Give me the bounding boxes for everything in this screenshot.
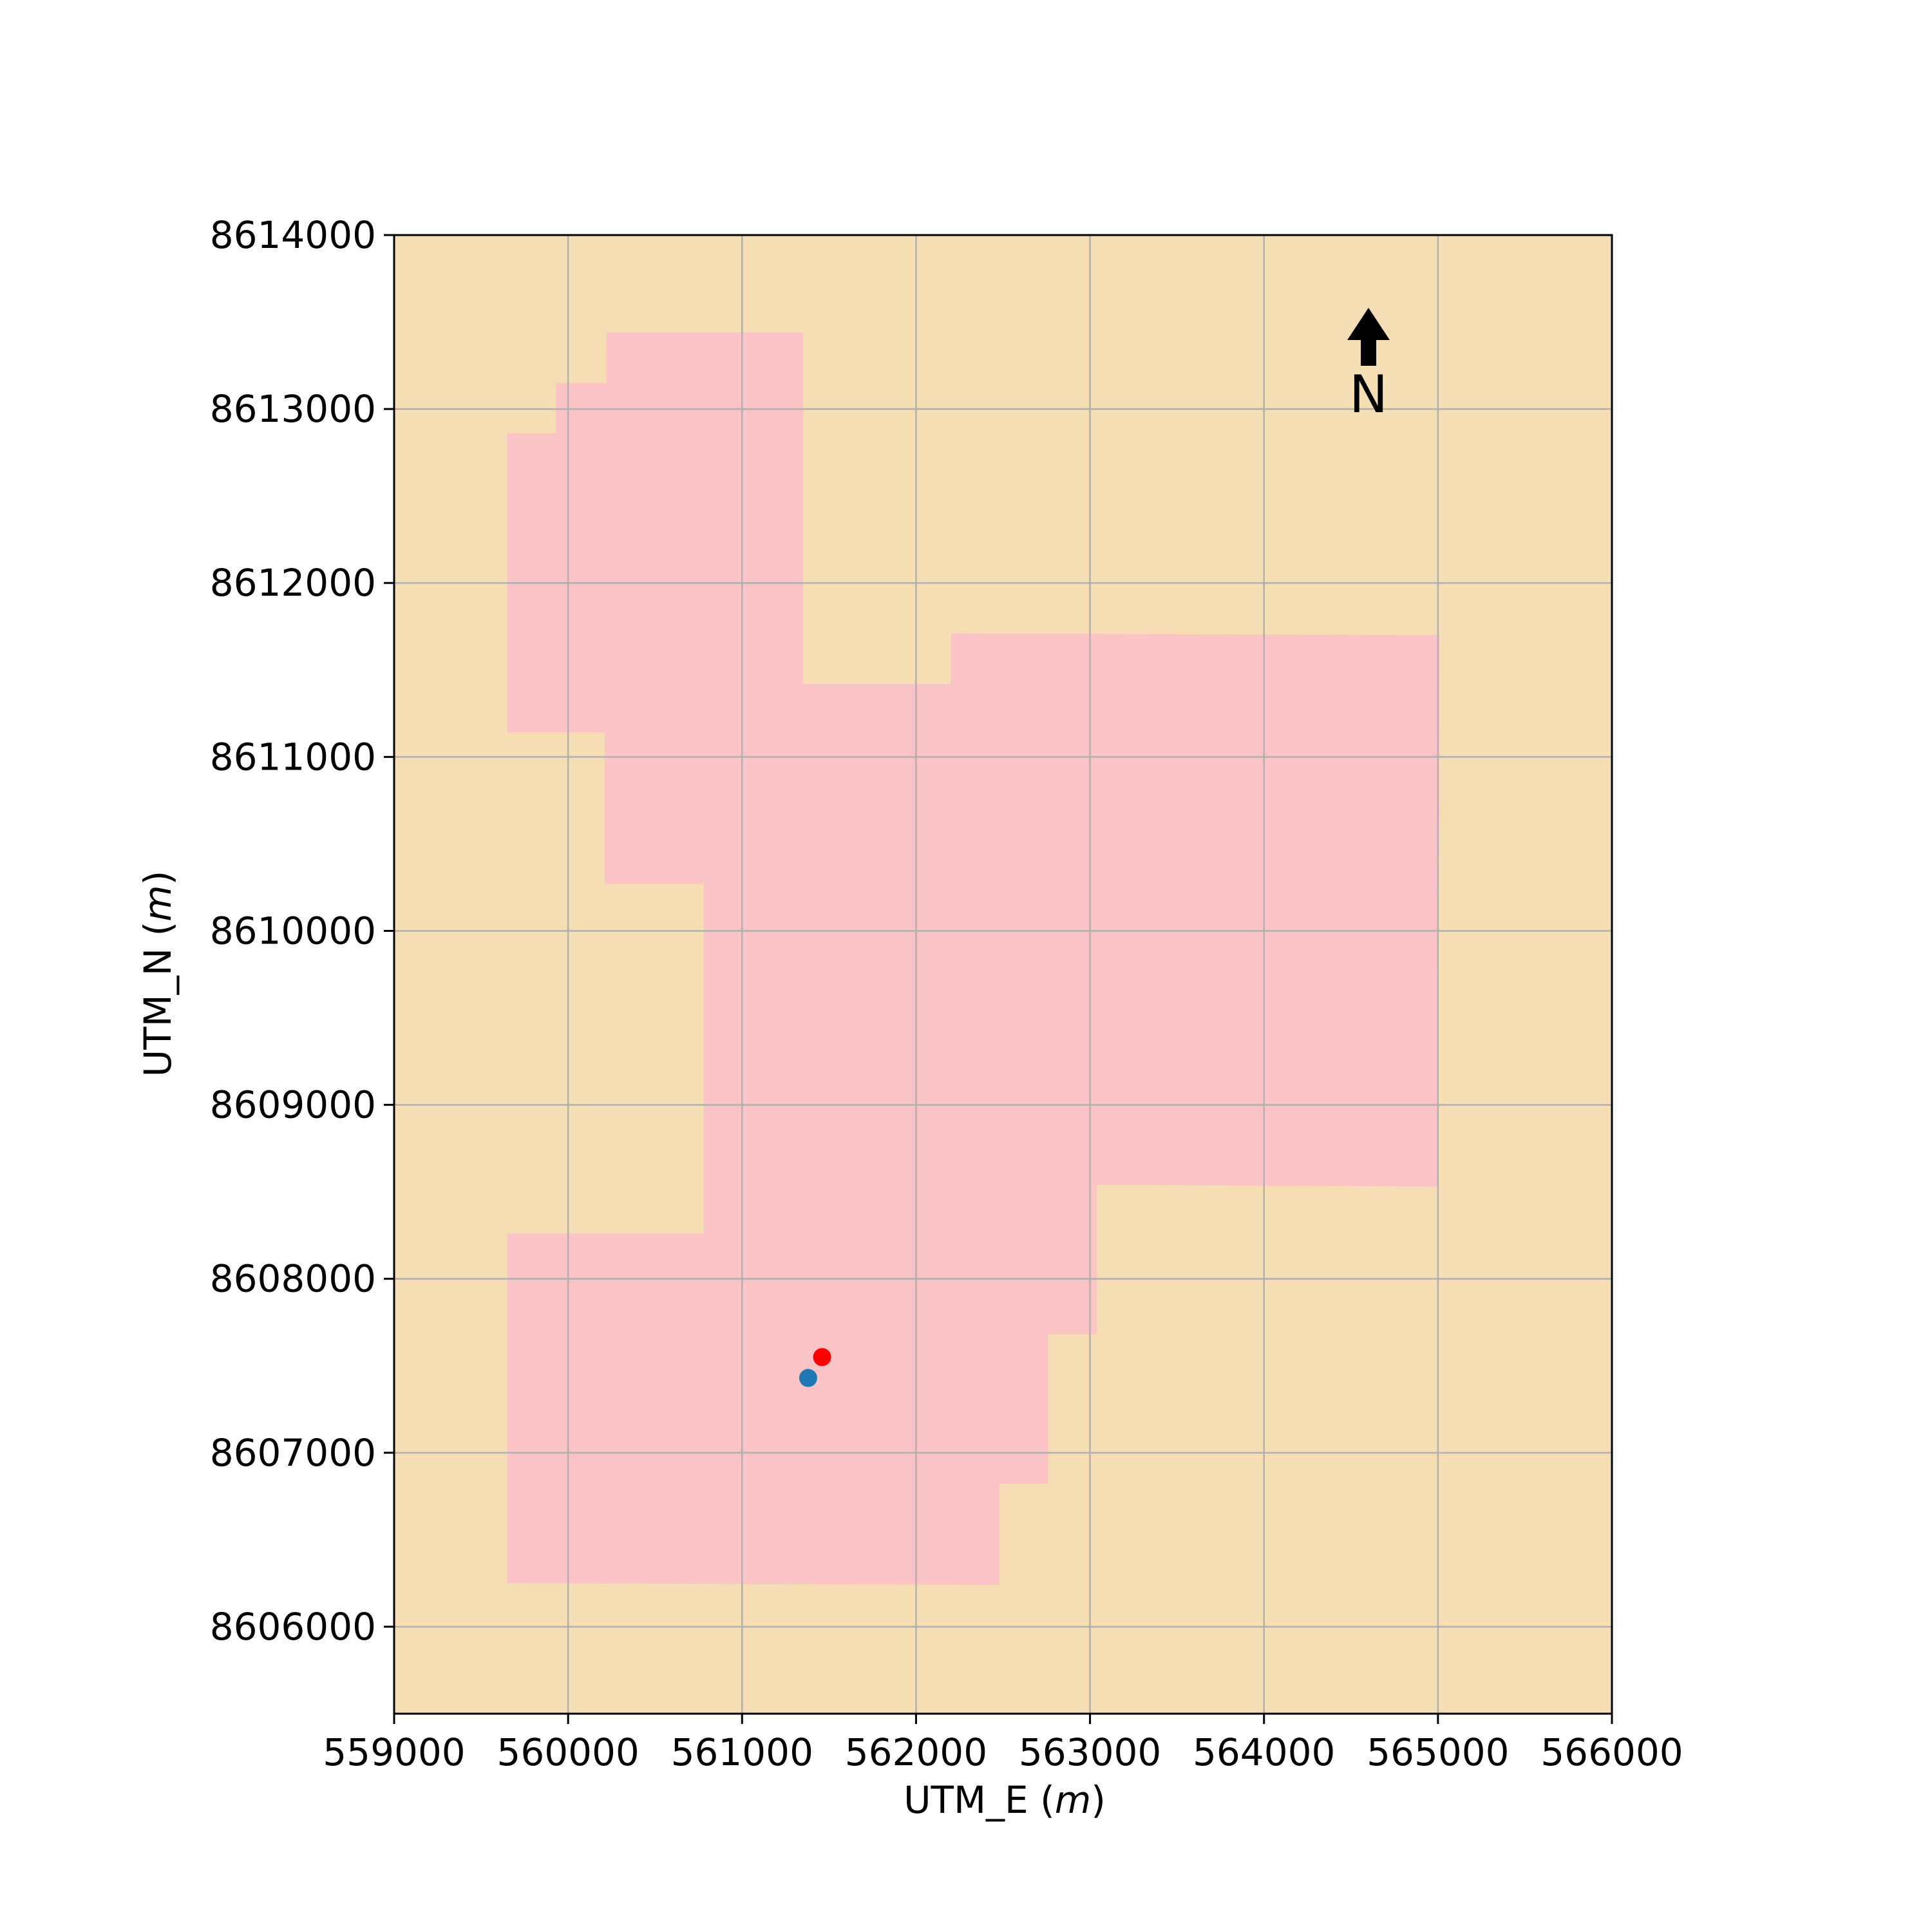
x-tick-label: 566000	[1540, 1730, 1683, 1774]
y-tick-label: 8609000	[210, 1083, 376, 1127]
data-point	[799, 1368, 817, 1387]
x-tick-label: 565000	[1367, 1730, 1509, 1774]
y-axis-label: UTM_N (m)	[136, 871, 180, 1077]
x-axis-ticks: 559000 560000 561000 562000 563000 564000 5650…	[323, 1714, 1683, 1774]
x-tick-label: 562000	[845, 1730, 987, 1774]
north-arrow-shaft	[1361, 339, 1376, 366]
y-axis-label-unit: m	[136, 885, 180, 922]
y-tick-label: 8610000	[210, 909, 376, 952]
y-axis-label-unit-close: )	[136, 871, 180, 886]
y-tick-label: 8613000	[210, 387, 376, 431]
x-axis-label-unit-open: (	[1040, 1778, 1055, 1822]
plot-area: N	[393, 234, 1613, 1715]
x-tick-label: 559000	[323, 1730, 465, 1774]
north-arrow-icon: N	[1347, 308, 1390, 424]
concession-region	[507, 332, 1440, 1586]
x-axis-label-unit-close: )	[1091, 1778, 1106, 1822]
x-tick-label: 561000	[671, 1730, 813, 1774]
y-axis-label-unit-open: (	[136, 922, 180, 936]
data-points	[799, 1348, 831, 1387]
grid-lines	[393, 234, 1613, 1714]
x-tick-label: 564000	[1193, 1730, 1335, 1774]
x-tick-label: 563000	[1019, 1730, 1161, 1774]
y-tick-label: 8608000	[210, 1257, 376, 1301]
x-tick-label: 560000	[497, 1730, 639, 1774]
x-axis-label-text: UTM_E	[904, 1778, 1040, 1822]
x-axis-label-unit: m	[1055, 1778, 1092, 1822]
y-axis-ticks: 8606000 8607000 8608000 8609000 8610000 86110…	[210, 213, 394, 1649]
y-tick-label: 8606000	[210, 1605, 376, 1649]
y-tick-label: 8611000	[210, 735, 376, 779]
y-tick-label: 8614000	[210, 213, 376, 257]
data-point	[813, 1348, 831, 1367]
y-tick-label: 8612000	[210, 561, 376, 605]
y-axis-label-text: UTM_N	[136, 936, 180, 1077]
north-arrow-label: N	[1349, 365, 1388, 424]
north-arrow-head	[1347, 308, 1390, 340]
y-tick-label: 8607000	[210, 1431, 376, 1475]
x-axis-label: UTM_E (m)	[904, 1778, 1106, 1822]
plot-frame	[393, 234, 1613, 1715]
